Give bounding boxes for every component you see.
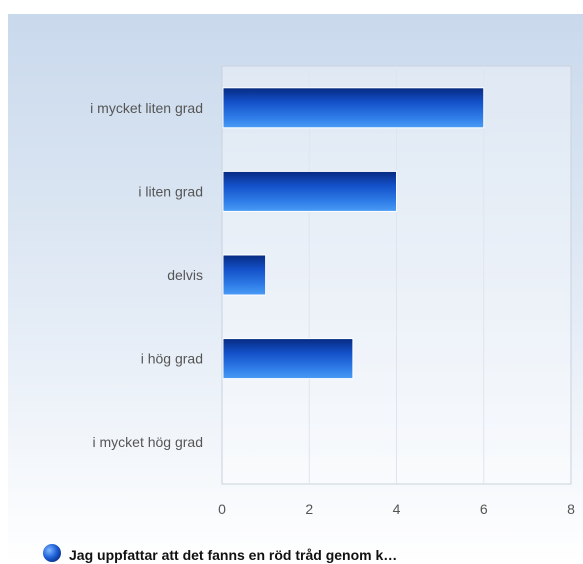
x-tick-labels: 0 2 4 6 8 — [218, 501, 575, 517]
bar — [222, 254, 267, 296]
legend-marker — [43, 544, 61, 562]
x-tick-label: 0 — [218, 501, 226, 517]
x-tick-label: 2 — [305, 501, 313, 517]
bar — [222, 87, 485, 129]
category-label: i hög grad — [141, 351, 203, 367]
category-labels: i mycket liten grad i liten grad delvis i h… — [90, 100, 203, 450]
legend: Jag uppfattar att det fanns en röd tråd … — [43, 544, 397, 563]
bar — [222, 170, 397, 212]
x-tick-label: 8 — [567, 501, 575, 517]
bar — [222, 338, 354, 380]
category-label: delvis — [167, 267, 203, 283]
legend-label: Jag uppfattar att det fanns en röd tråd … — [69, 547, 397, 563]
x-tick-label: 6 — [480, 501, 488, 517]
bars — [222, 87, 485, 380]
category-label: i liten grad — [138, 183, 203, 199]
x-tick-label: 4 — [393, 501, 401, 517]
category-label: i mycket hög grad — [93, 434, 204, 450]
category-label: i mycket liten grad — [90, 100, 203, 116]
grid-lines — [308, 66, 485, 484]
